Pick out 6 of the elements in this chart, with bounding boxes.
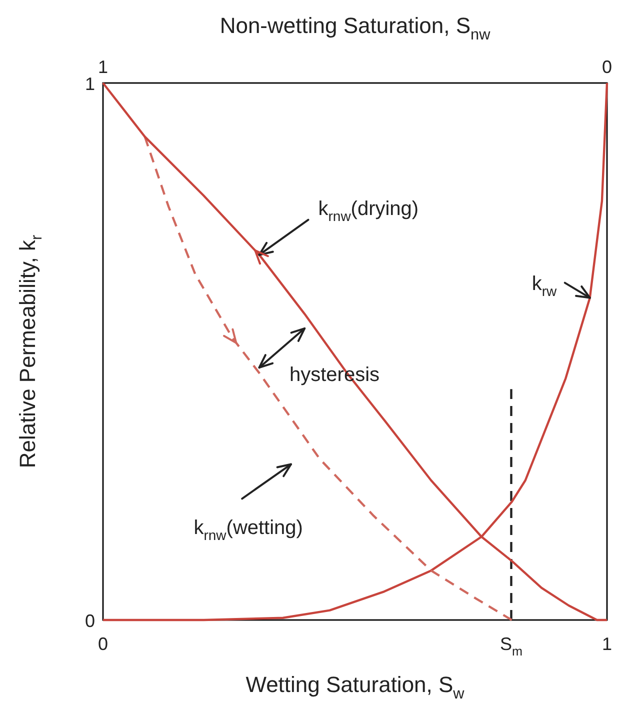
x-tick-label: 0 — [98, 634, 108, 654]
line-series — [144, 136, 513, 622]
y-axis-title: Relative Permeability, kr — [15, 234, 46, 468]
x2-tick-label: 0 — [602, 57, 612, 77]
x2-tick-label: 1 — [98, 57, 108, 77]
x-tick-label: 1 — [602, 634, 612, 654]
